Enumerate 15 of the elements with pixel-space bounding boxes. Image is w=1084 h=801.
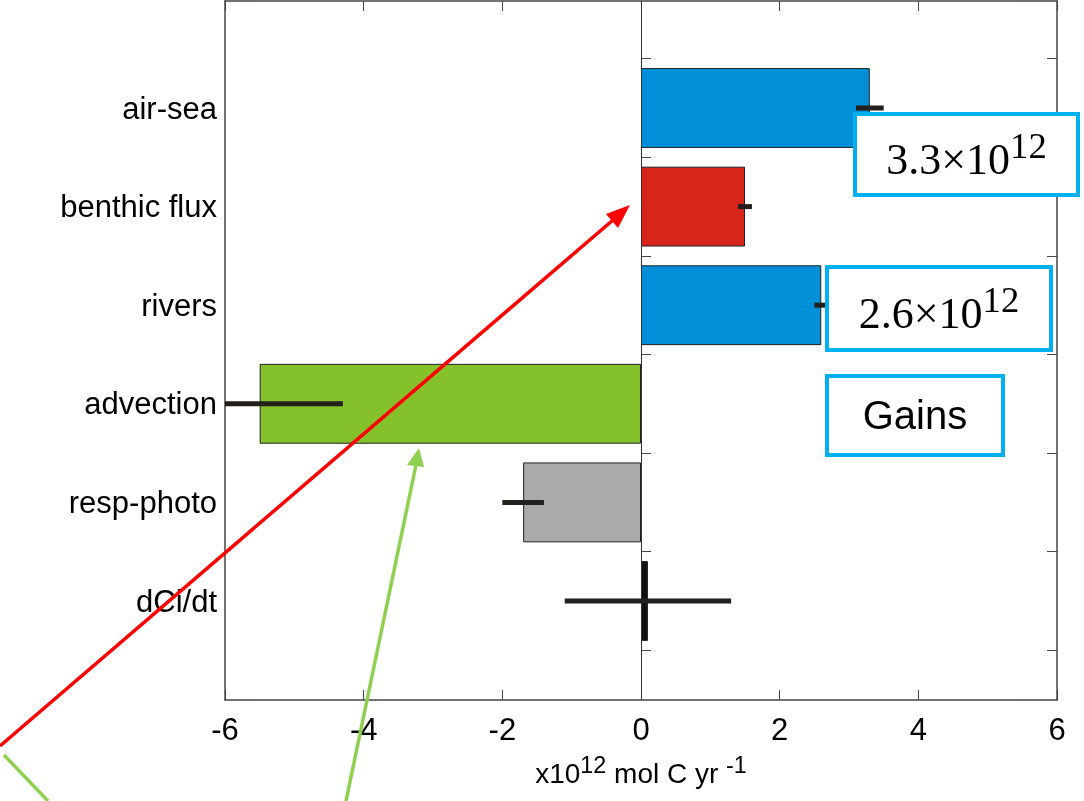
x-tick-label: 0: [632, 712, 650, 747]
x-tick-label: 2: [771, 712, 789, 747]
x-tick-label: 4: [909, 712, 927, 747]
x-tick-label: 6: [1048, 712, 1066, 747]
x-axis-title: x10$^{12}$ mol C yr $^{-1}$: [534, 752, 748, 791]
y-tick-label: resp-photo: [68, 484, 217, 520]
annotation: 3.3×10$^{12}$: [886, 124, 1047, 185]
annotation: Gains: [862, 393, 968, 438]
y-tick-label: benthic flux: [60, 189, 218, 225]
y-tick-label: air-sea: [122, 90, 218, 126]
y-tick-label: rivers: [141, 287, 217, 323]
annotation: 2.6×10$^{12}$: [858, 278, 1020, 339]
x-tick-label: -6: [211, 712, 239, 747]
y-tick-label: advection: [84, 386, 217, 422]
x-tick-label: -2: [488, 712, 517, 747]
